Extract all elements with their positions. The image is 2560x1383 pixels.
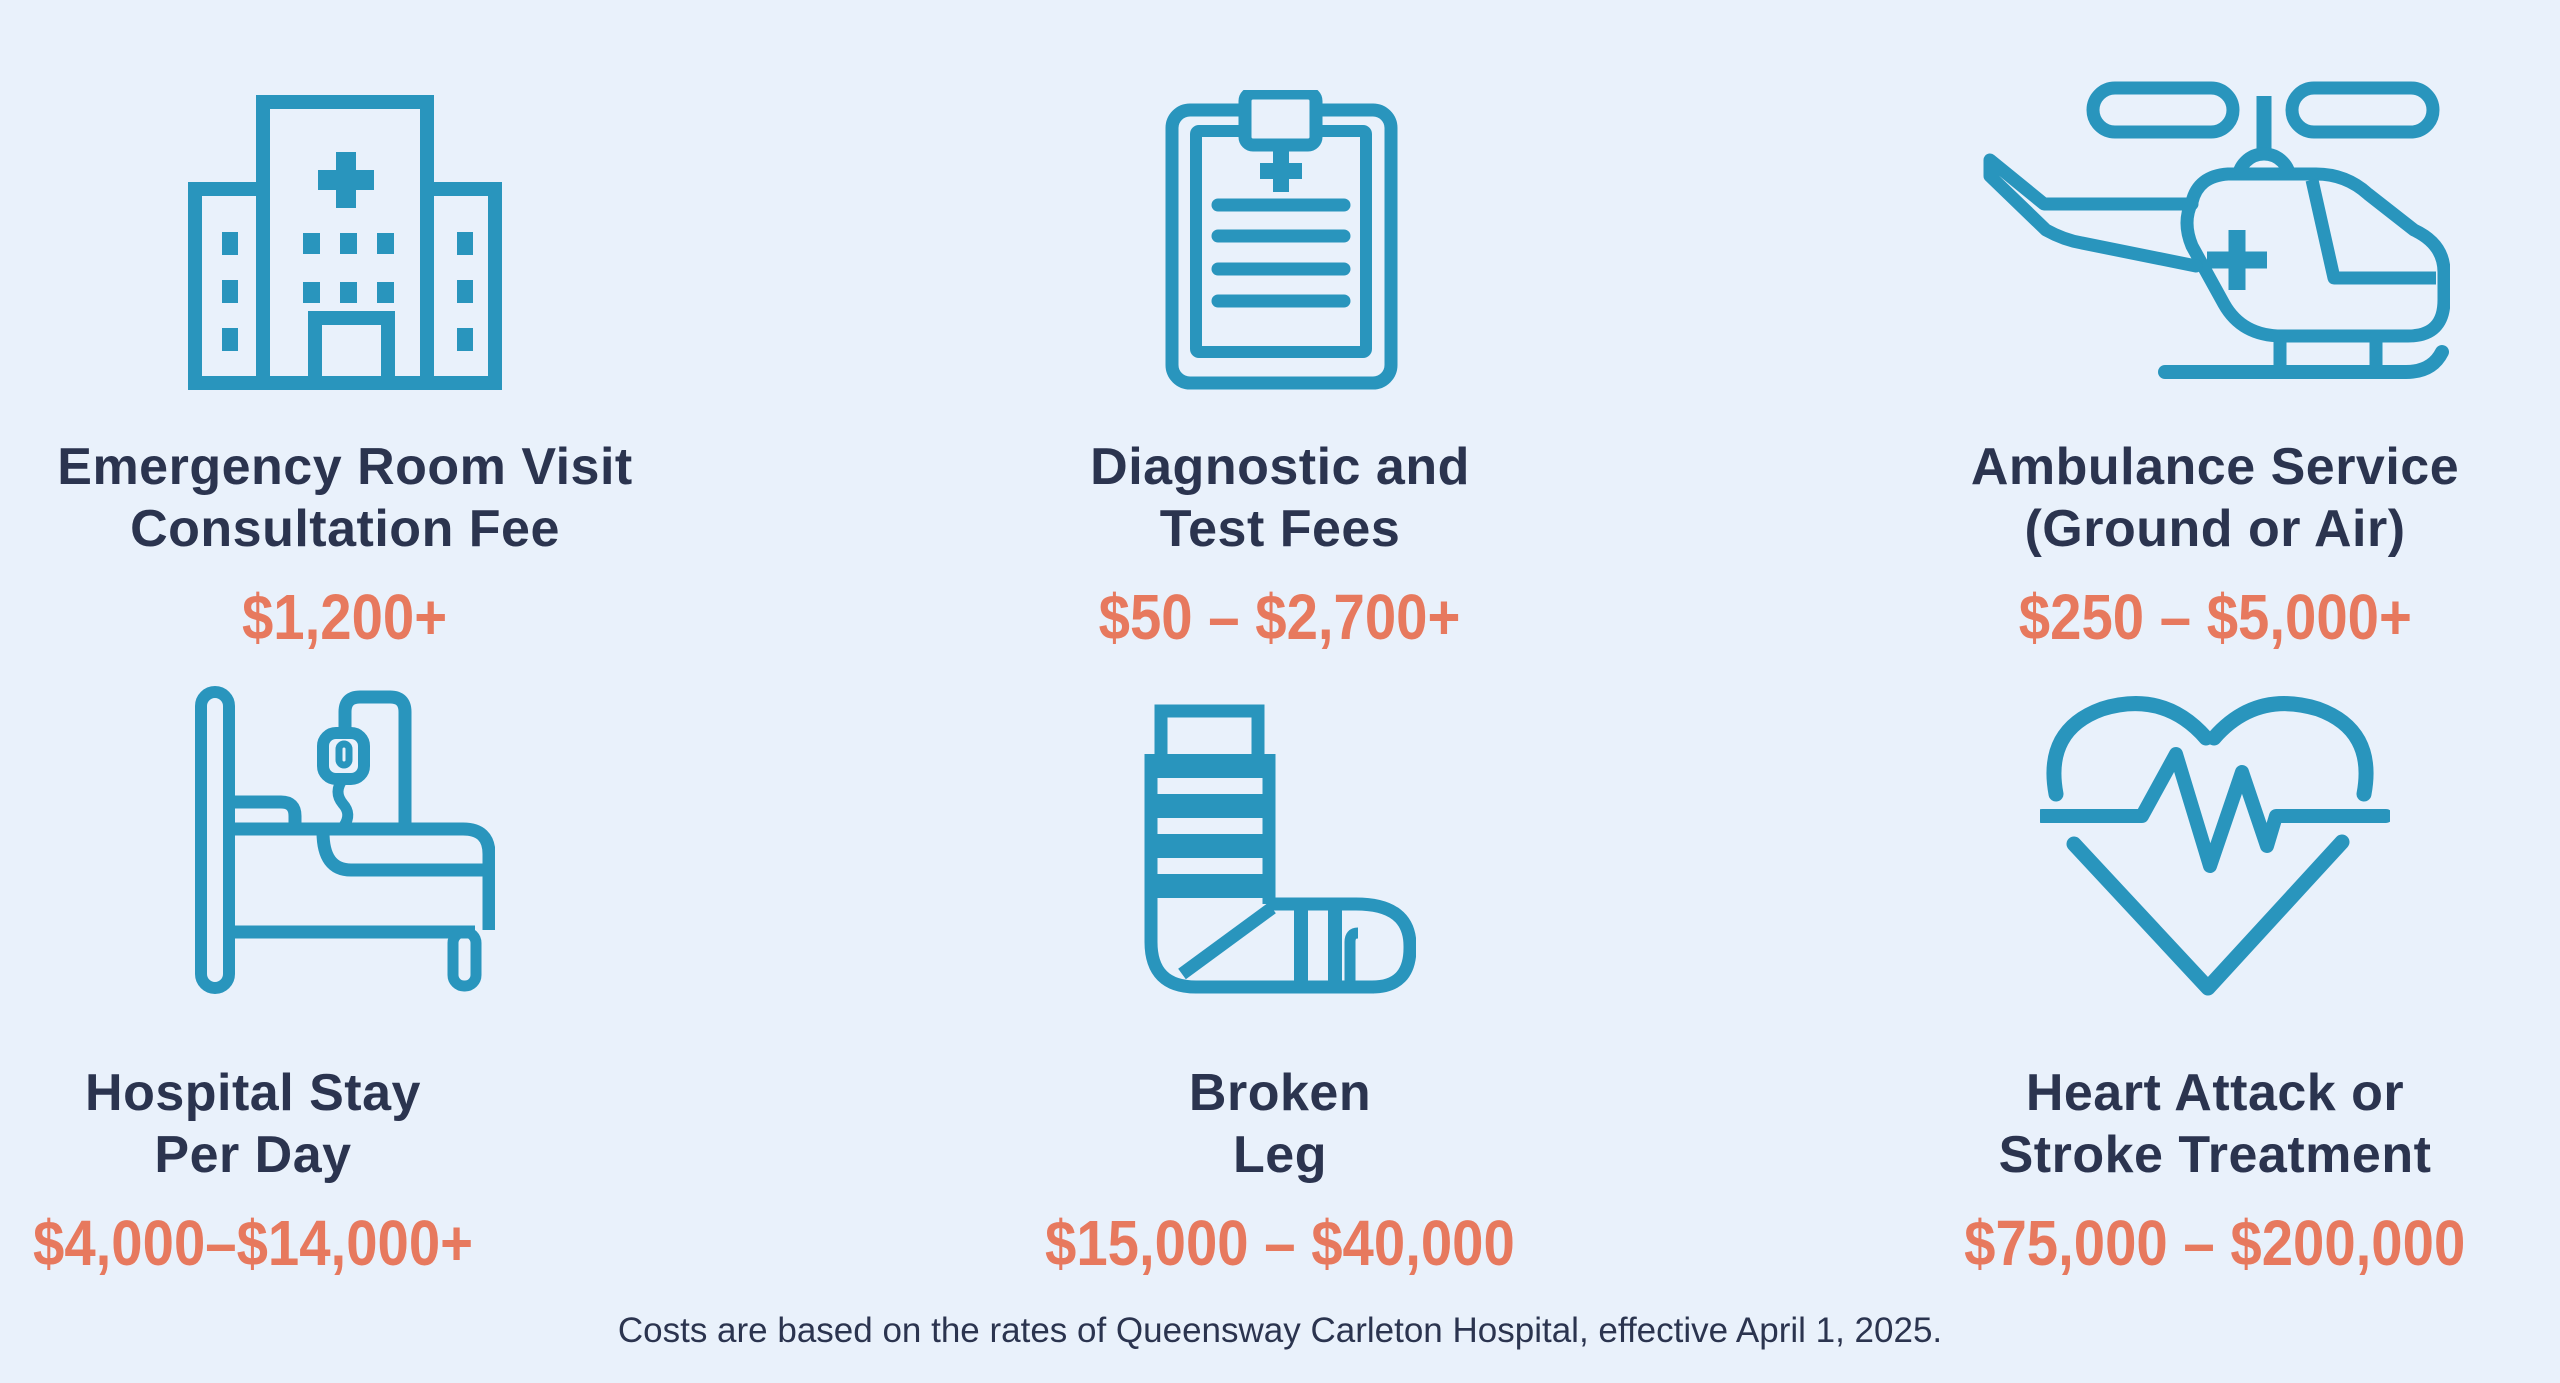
cost-card-diagnostic: Diagnostic and Test Fees $50 – $2,700+: [690, 0, 1870, 660]
card-title: Heart Attack or Stroke Treatment: [1998, 1064, 2432, 1184]
cost-card-emergency-room: Emergency Room Visit Consultation Fee $1…: [0, 0, 690, 660]
cost-card-heart-attack: Heart Attack or Stroke Treatment $75,000…: [1870, 660, 2560, 1280]
card-price: $50 – $2,700+: [1099, 581, 1461, 653]
card-title: Broken Leg: [1188, 1064, 1372, 1184]
card-price: $4,000–$14,000+: [32, 1207, 474, 1279]
hospital-bed-icon: [0, 660, 690, 1026]
card-title: Diagnostic and Test Fees: [1090, 438, 1470, 558]
card-price: $250 – $5,000+: [2018, 581, 2412, 653]
medical-clipboard-icon: [690, 0, 1870, 420]
cost-card-ambulance: Ambulance Service (Ground or Air) $250 –…: [1870, 0, 2560, 660]
heart-pulse-icon: [1870, 660, 2560, 1026]
card-price: $1,200+: [242, 581, 448, 653]
leg-cast-icon: [690, 660, 1870, 1026]
card-title: Hospital Stay Per Day: [85, 1064, 421, 1184]
card-price: $75,000 – $200,000: [1964, 1207, 2466, 1279]
medical-helicopter-icon: [1870, 0, 2560, 420]
hospital-building-icon: [0, 0, 690, 420]
card-title: Emergency Room Visit Consultation Fee: [57, 438, 633, 558]
card-price: $15,000 – $40,000: [1045, 1207, 1515, 1279]
footnote: Costs are based on the rates of Queenswa…: [617, 1311, 1943, 1350]
card-title: Ambulance Service (Ground or Air): [1970, 438, 2460, 558]
cost-grid: Emergency Room Visit Consultation Fee $1…: [0, 0, 2560, 1280]
cost-card-broken-leg: Broken Leg $15,000 – $40,000: [690, 660, 1870, 1280]
cost-card-hospital-stay: Hospital Stay Per Day $4,000–$14,000+: [0, 660, 690, 1280]
